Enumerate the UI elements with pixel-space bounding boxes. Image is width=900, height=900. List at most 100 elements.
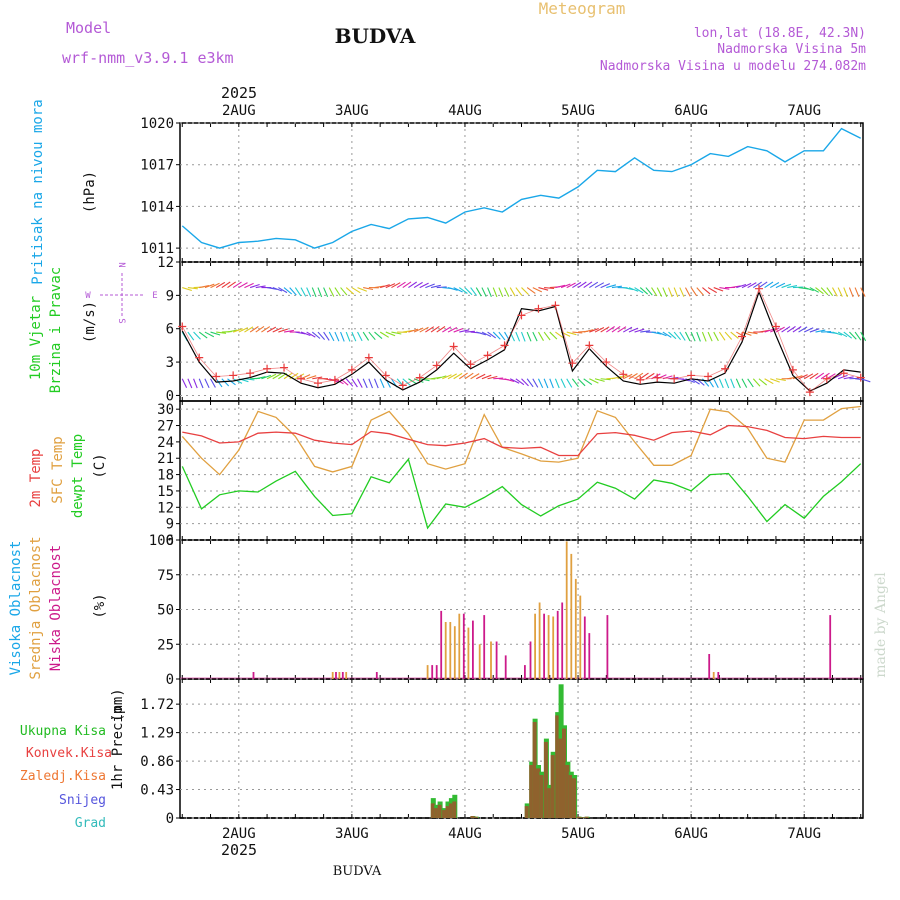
wind-arrow — [651, 287, 658, 297]
wind-arrow — [442, 374, 452, 380]
precip-conv-bar — [565, 765, 570, 818]
compass-south: S — [116, 318, 126, 323]
wind-arrow — [583, 281, 593, 289]
wind-arrow — [600, 283, 611, 289]
y-tick-label: 27 — [157, 419, 174, 435]
precip-conv-bar — [532, 722, 537, 818]
wind-arrow — [300, 331, 311, 337]
wind-arrow — [261, 374, 271, 380]
wind-arrow — [413, 327, 424, 333]
day-label-top: 3AUG — [335, 103, 369, 119]
wind-arrow — [549, 378, 554, 389]
cloud-bar-low — [504, 655, 507, 679]
wind-arrow — [492, 331, 501, 340]
station-title: BUDVA — [335, 24, 416, 48]
wind-arrow — [295, 373, 305, 380]
wind-arrow — [306, 375, 317, 380]
wind-arrow — [566, 331, 577, 336]
wind-arrow — [639, 372, 649, 380]
wind-arrow — [594, 327, 605, 333]
wind-arrow — [860, 331, 867, 342]
wind-arrow — [266, 326, 277, 333]
precip-conv-bar — [524, 806, 529, 818]
cloud-bar-mid — [467, 627, 470, 679]
precip-conv-bar — [555, 715, 560, 818]
wind-arrow — [227, 281, 237, 289]
wind-arrow — [544, 287, 555, 290]
wind-arrow — [606, 284, 617, 289]
wind-arrow — [628, 373, 638, 380]
wind-arrow — [521, 378, 529, 387]
wind-arrow — [492, 287, 498, 298]
wind-arrow — [696, 287, 704, 296]
product-title: Meteogram — [539, 0, 626, 18]
y-tick-label: 1011 — [140, 241, 174, 257]
wind-arrow — [385, 331, 396, 337]
wind-arrow — [668, 331, 677, 340]
y-tick-label: 18 — [157, 468, 174, 484]
wind-arrow — [363, 287, 374, 291]
wind-arrow — [690, 287, 698, 297]
wind-arrow — [345, 331, 351, 342]
credit-watermark: made by Angel — [873, 572, 889, 678]
wind-arrow — [707, 331, 713, 342]
cloud-bar-mid — [574, 578, 577, 679]
wind-arrow — [458, 287, 468, 294]
wind-arrow — [458, 372, 468, 380]
y-tick-label: 75 — [157, 568, 174, 584]
plot-area: 2AUG 2AUG 3AUG 3AUG 4AUG 4AUG 5AUG 5AUG 6AUG 6AUG… — [140, 103, 871, 842]
wind-arrow — [447, 327, 458, 333]
wind-arrow — [645, 287, 653, 296]
wind-arrow — [311, 331, 321, 339]
wind-arrow — [351, 287, 361, 294]
wind-arrow — [583, 329, 594, 333]
wind-arrow — [199, 284, 210, 289]
wind-arrow — [294, 287, 302, 297]
wind-arrow — [673, 287, 679, 298]
wind-arrow — [809, 287, 819, 293]
wind-arrow — [809, 372, 819, 380]
cloud-unit: (%) — [92, 593, 108, 618]
wind-arrow — [470, 287, 478, 296]
wind-arrow — [272, 373, 282, 380]
wind-arrow — [538, 287, 549, 291]
wind-arrow — [244, 282, 254, 289]
wind-arrow — [628, 287, 639, 292]
wind-arrow — [351, 331, 357, 342]
wind-arrow — [792, 375, 803, 380]
y-tick-label: 100 — [149, 533, 174, 549]
wind-arrow — [820, 372, 830, 380]
wind-arrow — [481, 331, 492, 337]
y-tick-label: 0 — [166, 672, 174, 688]
wind-arrow — [317, 287, 323, 298]
wind-arrow — [470, 373, 480, 380]
day-label-top: 6AUG — [674, 103, 708, 119]
wind-arrow — [543, 331, 551, 341]
wind-arrow — [221, 281, 231, 289]
day-label-bottom: 2AUG — [222, 826, 256, 842]
wind-arrow — [702, 287, 711, 295]
y-tick-label: 24 — [157, 435, 174, 451]
wind-arrow — [475, 287, 482, 297]
wind-arrow — [690, 331, 696, 342]
wind-arrow — [391, 282, 401, 289]
precip-conv-bar — [448, 803, 453, 818]
panel-frame — [179, 122, 864, 263]
wind-arrow — [555, 284, 566, 289]
wind-arrow — [210, 378, 216, 388]
wind-arrow — [667, 287, 673, 298]
wind-arrow — [419, 282, 429, 289]
wind-arrow — [639, 287, 649, 295]
wind-arrow — [317, 331, 326, 340]
wind-arrow — [459, 329, 470, 333]
wind-arrow — [577, 378, 586, 387]
cloud-bar-low — [717, 672, 720, 679]
cloud-bar-mid — [426, 665, 429, 679]
wind-arrow — [634, 372, 644, 380]
cloud-bar-low — [472, 620, 474, 679]
wind-arrow — [436, 326, 446, 333]
cloud-bar-mid — [570, 553, 573, 679]
wind-arrow — [611, 325, 621, 333]
year-label-top: 2025 — [221, 84, 257, 102]
wind-arrow — [481, 287, 487, 297]
